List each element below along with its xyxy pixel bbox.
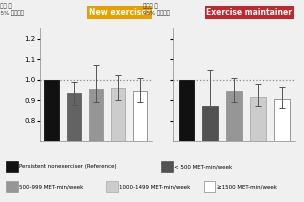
- Bar: [179, 80, 194, 141]
- Bar: [67, 94, 81, 141]
- Bar: [226, 91, 242, 141]
- Text: Exercise maintainer: Exercise maintainer: [206, 8, 292, 17]
- Bar: [274, 99, 289, 141]
- Text: 위험도 및
95% 신뢰구간: 위험도 및 95% 신뢰구간: [143, 3, 170, 16]
- Text: < 500 MET-min/week: < 500 MET-min/week: [174, 164, 233, 169]
- Text: 1000-1499 MET-min/week: 1000-1499 MET-min/week: [119, 184, 191, 189]
- Bar: [202, 106, 218, 141]
- Text: 위험도 및
95% 신뢰구간: 위험도 및 95% 신뢰구간: [0, 3, 24, 16]
- Bar: [44, 80, 59, 141]
- Bar: [133, 91, 147, 141]
- Bar: [111, 88, 125, 141]
- Bar: [88, 89, 103, 141]
- Text: New exerciser: New exerciser: [88, 8, 150, 17]
- Bar: [250, 97, 266, 141]
- Text: 500-999 MET-min/week: 500-999 MET-min/week: [19, 184, 84, 189]
- Text: Persistent nonexerciser (Reference): Persistent nonexerciser (Reference): [19, 164, 117, 169]
- Text: ≥1500 MET-min/week: ≥1500 MET-min/week: [217, 184, 277, 189]
